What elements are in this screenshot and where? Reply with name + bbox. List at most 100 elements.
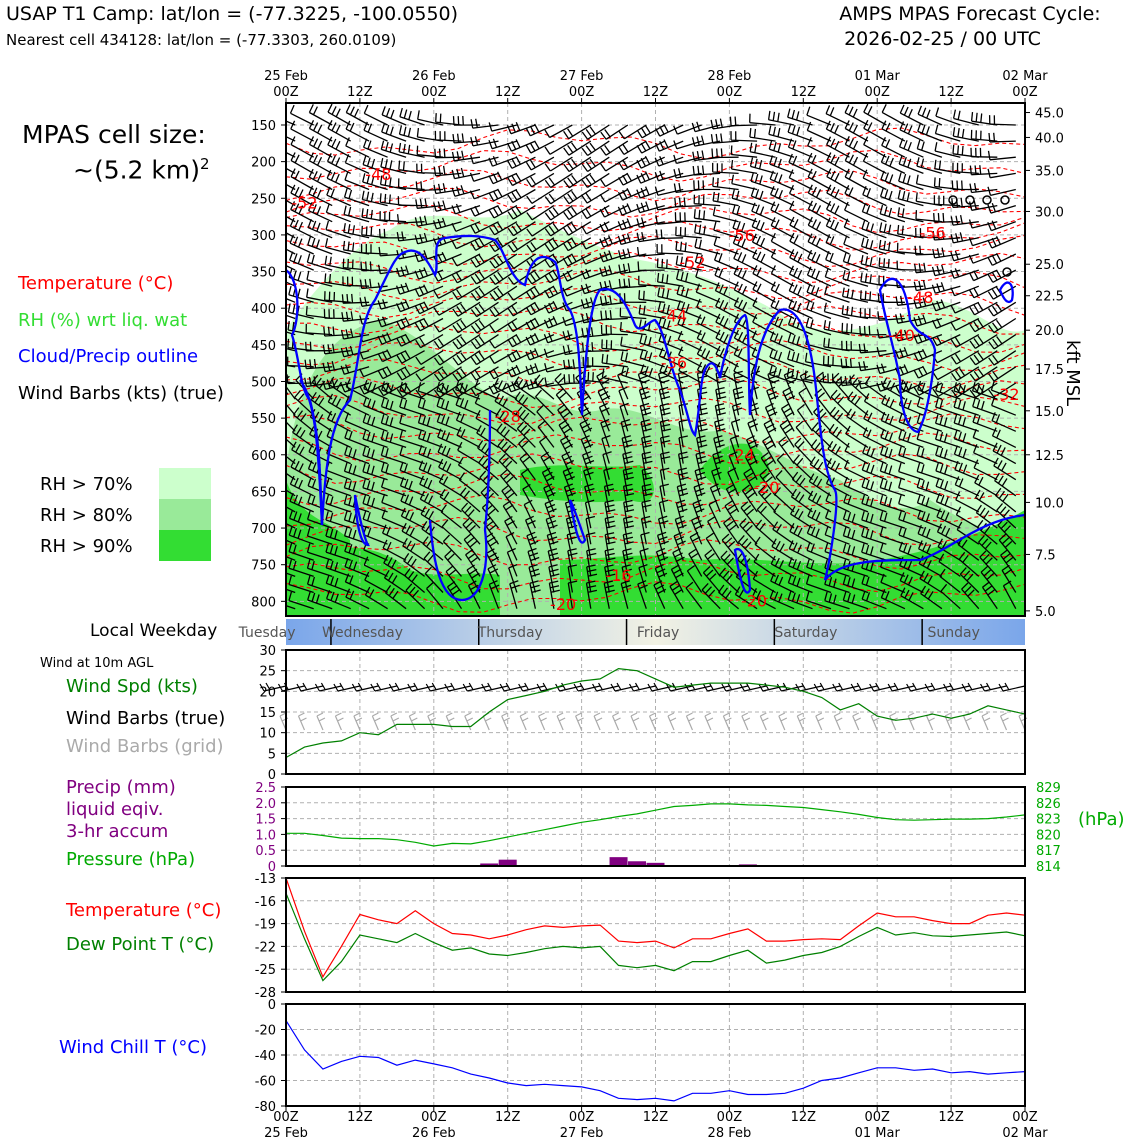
wind-barb [770, 201, 795, 223]
wind-barb [286, 455, 296, 465]
kft-tick-label: 20.0 [1035, 324, 1064, 339]
wind-barb [988, 317, 1017, 334]
wind-barb [304, 359, 333, 370]
wind-barb [860, 254, 887, 271]
precip-panel-frame [285, 786, 1026, 867]
wind-barb [808, 473, 832, 497]
cell-size-value: ~(5.2 km)2 [73, 155, 210, 185]
wind-barb [655, 215, 684, 225]
wind-barb [675, 240, 702, 255]
wind-barb [861, 203, 887, 223]
weekday-label: Local Weekday [90, 621, 218, 641]
wind-barb [515, 406, 536, 432]
wind-barb [398, 125, 425, 142]
wind-barb [414, 215, 444, 227]
wind-barb [640, 531, 650, 561]
pressure-line [286, 803, 1026, 847]
wind-barb [783, 370, 797, 400]
wind-barb [452, 382, 481, 398]
precip-bar [609, 857, 628, 866]
wind-barb [733, 250, 758, 271]
wind-barb [322, 361, 351, 373]
wind-barb [969, 334, 998, 349]
wind-barb [861, 574, 887, 594]
wind-barb [451, 167, 481, 180]
wind-barb [361, 208, 388, 223]
wind-barb [398, 160, 425, 175]
wind-barb [603, 467, 613, 496]
wind-barb [862, 427, 887, 448]
wind-barb [640, 515, 652, 545]
wind-barb [751, 202, 776, 223]
wind-barb [326, 169, 351, 191]
y-tick-label: -20 [255, 1024, 276, 1039]
wind-barb [470, 253, 499, 268]
wind-barb [489, 269, 518, 285]
wind-barb [343, 205, 370, 223]
wind-barb [359, 278, 388, 290]
wind-barb [402, 537, 425, 561]
wind-barb [641, 467, 653, 496]
wind-barb [327, 103, 352, 126]
temperature-contour-label: -44 [661, 306, 687, 325]
wind-barb [343, 188, 370, 207]
p-tick-label: 750 [251, 559, 276, 574]
wind-barb [750, 172, 776, 191]
wind-barb [526, 269, 555, 285]
wind-barb [342, 240, 370, 255]
wind-barb [289, 234, 314, 255]
wind-barb [523, 499, 536, 529]
wind-barb [452, 301, 481, 317]
wind-barb [524, 515, 537, 545]
wind-barb [362, 173, 388, 191]
pressure-tick-label: 829 [1036, 781, 1061, 796]
surface-barb-true [351, 682, 379, 692]
wind-barb [881, 137, 906, 158]
wind-barb [580, 283, 610, 295]
wind-barb [470, 334, 499, 350]
wind-barb [751, 233, 776, 255]
wind-barb [844, 152, 869, 174]
legend-precip-1: Precip (mm) [66, 777, 176, 798]
wind-barb [842, 543, 869, 561]
wind-barb [879, 204, 906, 223]
wind-barb [544, 205, 573, 221]
wind-barb [899, 104, 924, 126]
wind-barb [899, 557, 924, 577]
wind-barb [775, 470, 795, 497]
wind-barb [583, 467, 594, 496]
kft-tick-label: 10.0 [1035, 496, 1064, 511]
wind-barb [917, 524, 943, 545]
wind-barb [787, 138, 813, 158]
wind-barb [363, 104, 388, 126]
wind-barb [788, 298, 813, 320]
wind-barb [931, 282, 961, 294]
wind-barb [525, 348, 555, 361]
legend-temperature: Temperature (°C) [18, 273, 174, 294]
wind-barb [743, 467, 758, 497]
wind-barb [829, 406, 850, 432]
wind-barb [787, 108, 813, 126]
wind-barb [746, 435, 759, 464]
wind-barb [843, 493, 869, 513]
wind-barb [864, 375, 887, 400]
y-tick-label: 5 [268, 747, 276, 762]
wind-barb [861, 461, 887, 481]
wind-barb [916, 139, 943, 158]
wind-barb [659, 451, 671, 480]
wind-barb [343, 223, 370, 239]
surface-barb-true [610, 682, 638, 692]
wind-barb [969, 301, 998, 316]
wind-barb [844, 104, 869, 126]
legend-temperature-2: Temperature (°C) [66, 900, 222, 921]
wind-barb [987, 285, 1017, 300]
wind-barb [950, 285, 980, 297]
surface-barb-true [407, 682, 434, 692]
wind-barb [678, 435, 688, 464]
wind-barb [399, 461, 425, 481]
wind-barb [953, 445, 980, 465]
wind-barb [956, 521, 980, 545]
wind-barb [895, 295, 924, 306]
wind-barb [750, 187, 776, 207]
wind-barb [807, 168, 832, 191]
